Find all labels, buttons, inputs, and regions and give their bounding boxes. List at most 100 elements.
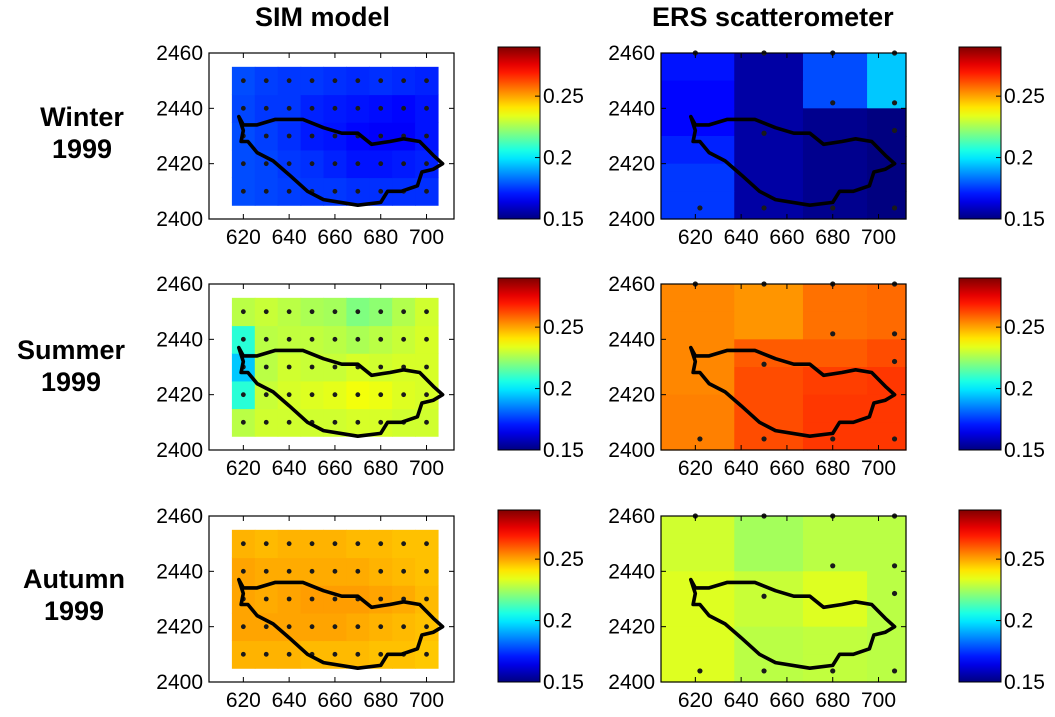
colorbar-tick-label: 0.2 [1004,147,1033,170]
x-tick-label: 700 [861,689,896,712]
grid-point [309,596,315,602]
colorbar: 0.15 0.2 0.25 [497,277,584,462]
y-tick-label: 2460 [608,505,655,528]
heat-cell [802,53,868,82]
grid-point [309,78,315,84]
x-tick-label: 620 [678,226,713,249]
grid-point [263,309,269,315]
x-tick-label: 680 [815,226,850,249]
plot-frame [208,52,455,220]
grid-point [355,419,361,425]
y-tick-label: 2440 [156,328,203,351]
catchment-outline [237,577,445,671]
x-tick-label: 620 [678,457,713,480]
heat-cell [734,311,804,340]
heat-cell [734,516,804,545]
grid-point [263,161,269,167]
x-tick-label: 680 [815,457,850,480]
x-tick-label: 660 [769,457,804,480]
grid-point [309,568,315,574]
grid-point [240,568,246,574]
grid-point [240,651,246,657]
grid-point [424,419,429,425]
colorbar-tick-label: 0.25 [1004,548,1045,571]
heat-cell [661,191,735,220]
grid-point [424,336,429,342]
y-tick-label: 2420 [608,616,655,639]
grid-point [240,78,246,84]
heat-cell [661,80,735,109]
y-tick-label: 2400 [608,439,655,462]
heat-cell [661,516,735,545]
heat-cell [734,136,804,165]
panel-autumn-ers: 620 640 660 680 70024002420244024600.150.20.… [608,505,1045,712]
grid-point [263,419,269,425]
y-tick-label: 2440 [608,97,655,120]
heat-cell [661,626,735,655]
grid-point [891,563,898,569]
grid-point [830,436,836,442]
plot-frame [660,283,907,451]
colorbar-tick-label: 0.2 [1004,610,1033,633]
grid-point [332,541,338,547]
heat-cell [734,599,804,628]
heat-cell [867,311,907,340]
x-tick-label: 660 [317,689,352,712]
grid-point [830,331,836,337]
row-season: Winter [40,102,124,132]
grid-point [355,78,361,84]
heat-cell [802,284,868,313]
grid-point [286,336,292,342]
grid-point [378,78,384,84]
grid-point [761,130,767,136]
heat-cell [661,422,735,451]
grid-point [891,205,898,211]
x-tick-label: 700 [409,457,444,480]
y-tick-label: 2420 [156,153,203,176]
heat-cell [867,367,907,396]
grid-point [378,419,384,425]
grid-point [263,364,269,370]
grid-point [830,668,836,674]
x-tick-label: 640 [272,226,307,249]
catchment-outline [688,577,897,671]
grid-point [309,336,315,342]
grid-point [424,541,429,547]
colorbar-tick-label: 0.2 [543,147,572,170]
grid-point [332,419,338,425]
grid-point [424,392,429,398]
grid-point [401,541,407,547]
y-tick-label: 2460 [156,42,203,65]
grid-point [286,105,292,111]
grid-point [286,133,292,139]
colorbar-tick-label: 0.2 [1004,378,1033,401]
x-tick-label: 640 [724,457,759,480]
grid-point [332,309,338,315]
grid-point [332,161,338,167]
grid-point [309,364,315,370]
grid-point [401,161,407,167]
y-tick-label: 2400 [156,439,203,462]
grid-point [332,78,338,84]
grid-point [891,358,898,365]
heat-cell [867,284,907,313]
colorbar-tick-label: 0.15 [543,671,584,694]
grid-point [378,105,384,111]
grid-point [424,624,429,630]
grid-point [355,188,361,194]
grid-point [309,105,315,111]
heat-cell [867,136,907,165]
catchment-outline [688,114,897,207]
y-tick-label: 2460 [156,273,203,296]
grid-point [891,436,898,442]
x-tick-label: 640 [724,226,759,249]
grid-point [355,309,361,315]
row-label-autumn: Autumn 1999 [0,563,149,627]
grid-point [401,105,407,111]
y-tick-label: 2420 [156,616,203,639]
grid-point [263,624,269,630]
heat-cell [802,80,868,109]
panel-summer-sim: 620 640 660 680 70024002420244024600.150.20.… [156,273,584,480]
column-title-sim: SIM model [255,2,391,32]
